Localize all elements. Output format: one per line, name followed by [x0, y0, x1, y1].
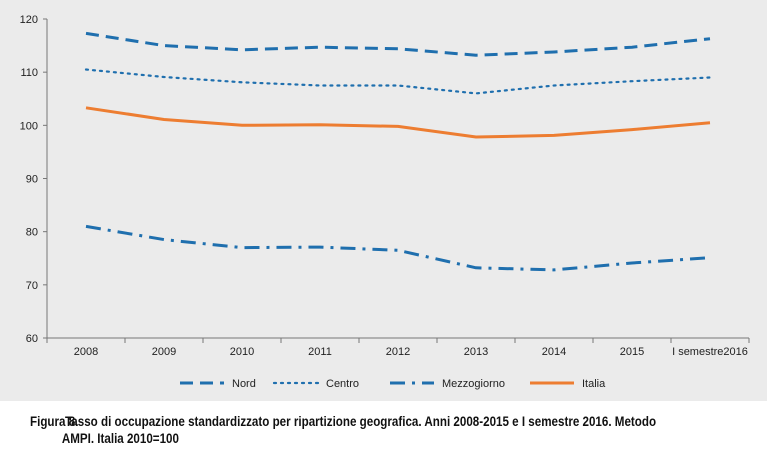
legend-label-italia: Italia — [582, 378, 606, 390]
x-tick-label: 2014 — [542, 346, 566, 358]
series-line-centro — [84, 68, 712, 95]
series-lines — [84, 31, 712, 272]
series-line-mezzogiorno — [85, 224, 711, 272]
legend-label-centro: Centro — [326, 378, 359, 390]
x-tick-label: 2010 — [230, 346, 254, 358]
figure-caption: Figura 8. Tasso di occupazione standardi… — [30, 413, 664, 447]
y-axis-ticks: 60 70 80 90 100 110 120 — [20, 14, 47, 345]
y-tick-label: 110 — [20, 67, 38, 79]
chart-panel: 60 70 80 90 100 110 120 2008 2009 2010 2011 2012 20… — [0, 0, 767, 401]
caption-text-1: Tasso di occupazione standardizzato per … — [65, 414, 657, 429]
caption-line-1: Figura 8. Tasso di occupazione standardi… — [30, 413, 664, 430]
x-tick-label: 2015 — [620, 346, 644, 358]
legend-label-mezzogiorno: Mezzogiorno — [442, 378, 505, 390]
x-tick-label: 2009 — [152, 346, 176, 358]
axes — [46, 19, 749, 339]
y-tick-label: 90 — [26, 174, 38, 186]
y-tick-label: 70 — [26, 280, 38, 292]
y-tick-label: 100 — [20, 120, 38, 132]
y-tick-label: 120 — [20, 14, 38, 26]
x-tick-label: 2013 — [464, 346, 488, 358]
y-tick-label: 60 — [26, 333, 38, 345]
series-line-nord — [85, 31, 711, 57]
caption-label: Figura 8. — [30, 414, 79, 429]
x-tick-label: I semestre2016 — [672, 346, 748, 358]
caption-line-2: AMPI. Italia 2010=100 — [61, 431, 179, 446]
legend: Nord Centro Mezzogiorno Italia — [180, 378, 606, 390]
x-tick-label: 2008 — [74, 346, 98, 358]
x-tick-label: 2012 — [386, 346, 410, 358]
legend-label-nord: Nord — [232, 378, 256, 390]
x-axis-ticks: 2008 2009 2010 2011 2012 2013 2014 2015 I semest… — [46, 338, 750, 358]
x-tick-label: 2011 — [308, 346, 332, 358]
y-tick-label: 80 — [26, 227, 38, 239]
series-line-italia — [85, 106, 711, 139]
